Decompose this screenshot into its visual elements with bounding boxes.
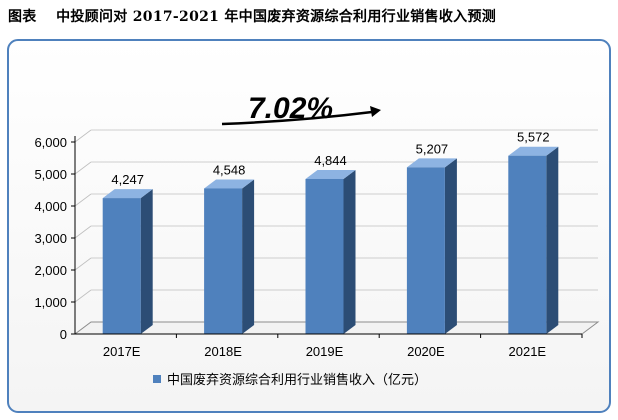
gridline-depth [74, 225, 92, 239]
x-tick-label: 2019E [306, 344, 344, 359]
gridline-depth [74, 193, 92, 207]
gridline-depth [74, 257, 92, 271]
bar-top [305, 169, 356, 179]
y-tick-label: 3,000 [34, 231, 67, 246]
legend-series-label: 中国废弃资源综合利用行业销售收入（亿元） [167, 372, 427, 388]
bar [508, 155, 547, 334]
bar-side [242, 179, 255, 334]
bar-side [140, 189, 153, 334]
growth-arrow-head [370, 106, 381, 117]
legend: 中国废弃资源综合利用行业销售收入（亿元） [153, 372, 427, 388]
axis-layer [71, 136, 583, 338]
bar [305, 178, 344, 334]
data-label: 4,247 [111, 172, 144, 187]
bar-side [343, 169, 356, 334]
x-tick-label: 2018E [204, 344, 242, 359]
growth-arrow [221, 110, 373, 126]
bar-side [546, 146, 559, 334]
y-tick-label: 0 [60, 327, 67, 342]
bar-top [406, 158, 457, 168]
y-tick-label: 6,000 [34, 135, 67, 150]
y-tick-label: 4,000 [34, 199, 67, 214]
growth-annotation: 7.02% [221, 92, 381, 126]
figure-title: 图表 中投顾问对 2017-2021 年中国废弃资源综合利用行业销售收入预测 [8, 9, 497, 25]
x-tick-label: 2020E [407, 344, 445, 359]
bar [102, 198, 141, 334]
bar [204, 188, 243, 334]
data-label: 4,548 [213, 162, 246, 177]
bars-layer [102, 146, 559, 334]
x-tick-label: 2021E [509, 344, 547, 359]
legend-swatch [153, 375, 161, 383]
y-tick-label: 1,000 [34, 295, 67, 310]
bar-top [102, 189, 153, 199]
y-tick-label: 2,000 [34, 263, 67, 278]
bar-side [444, 158, 457, 334]
labels-layer: 0 1,000 2,000 3,000 4,000 5,000 6,000 4,247 2017… [34, 130, 549, 359]
bar-top [204, 179, 255, 189]
data-label: 5,572 [517, 130, 550, 145]
data-label: 5,207 [416, 141, 449, 156]
data-label: 4,844 [314, 153, 347, 168]
gridline-depth [74, 129, 92, 143]
bar-top [508, 146, 559, 156]
bar [406, 167, 445, 334]
gridline-depth [74, 161, 92, 175]
y-tick-label: 5,000 [34, 167, 67, 182]
gridline-depth [74, 289, 92, 303]
x-tick-label: 2017E [103, 344, 141, 359]
